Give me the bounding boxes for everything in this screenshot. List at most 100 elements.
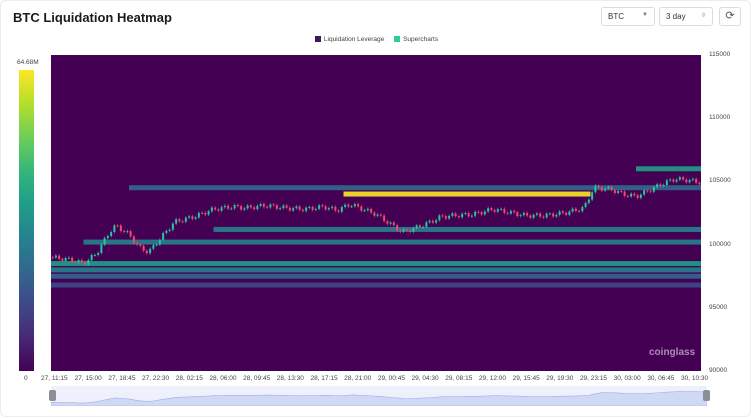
liquidation-band — [51, 267, 701, 273]
candle — [93, 254, 96, 256]
candle — [77, 260, 80, 263]
candle — [269, 204, 272, 208]
candle — [392, 222, 395, 226]
legend-item-liquidation[interactable]: Liquidation Leverage — [314, 36, 386, 43]
candle — [236, 204, 239, 207]
page-title: BTC Liquidation Heatmap — [13, 10, 172, 25]
candle — [461, 213, 464, 218]
candle — [649, 191, 652, 193]
candle — [171, 223, 174, 230]
x-tick-label: 27, 15:00 — [74, 375, 102, 382]
candle — [672, 179, 675, 182]
candle — [409, 230, 412, 232]
candle — [220, 207, 223, 211]
candle — [535, 213, 538, 215]
x-tick-label: 30, 10:30 — [681, 375, 709, 382]
candle — [337, 210, 340, 212]
candle — [168, 229, 171, 231]
candle — [610, 186, 613, 191]
candle — [230, 208, 233, 210]
candle — [626, 195, 629, 197]
candle — [464, 213, 467, 215]
candle — [506, 212, 509, 214]
candle — [594, 185, 597, 193]
candle — [691, 178, 694, 181]
refresh-button[interactable]: ⟳ — [719, 7, 741, 26]
candle — [682, 177, 685, 180]
candle — [314, 208, 317, 210]
liquidation-band — [343, 191, 591, 197]
candle — [665, 180, 668, 185]
candle — [90, 254, 93, 261]
candle — [282, 205, 285, 209]
candle — [51, 257, 54, 259]
candle — [191, 216, 194, 219]
candle — [678, 177, 681, 180]
candle — [106, 235, 109, 239]
candle — [493, 210, 496, 212]
y-tick-label: 110000 — [709, 114, 731, 122]
candle — [80, 260, 83, 263]
y-tick-label: 115000 — [709, 51, 731, 58]
candle — [539, 213, 542, 217]
candle — [210, 207, 213, 212]
candle — [350, 206, 353, 208]
symbol-select[interactable]: BTC ▼ — [601, 7, 655, 26]
candle — [695, 178, 698, 183]
liquidation-band — [129, 185, 701, 191]
y-tick-label: 90000 — [709, 367, 728, 374]
range-navigator[interactable] — [50, 386, 708, 407]
candle — [158, 239, 161, 245]
candle — [292, 208, 295, 211]
candle — [155, 244, 158, 246]
candle — [444, 216, 447, 219]
candle — [126, 231, 129, 233]
candle — [353, 204, 356, 207]
candle — [542, 216, 545, 218]
candle — [240, 206, 243, 210]
range-value: 3 day — [666, 12, 686, 21]
range-select[interactable]: 3 day ⇳ — [659, 7, 713, 26]
candle — [448, 215, 451, 219]
candle — [201, 212, 204, 214]
candle — [685, 179, 688, 183]
updown-icon: ⇳ — [700, 13, 706, 19]
y-tick-label: 105000 — [709, 177, 731, 185]
navigator-left-handle[interactable] — [49, 390, 56, 401]
candle — [357, 204, 360, 207]
legend-label: Liquidation Leverage — [323, 36, 385, 43]
candle — [363, 210, 366, 212]
candle — [662, 184, 665, 187]
candle — [422, 226, 425, 228]
candle — [652, 187, 655, 192]
candle — [139, 244, 142, 246]
x-tick-label: 28, 02:15 — [175, 375, 203, 382]
heatmap-plot-area[interactable] — [51, 55, 701, 371]
candle — [454, 213, 457, 217]
navigator-right-handle[interactable] — [703, 390, 710, 401]
candle — [58, 255, 61, 259]
x-tick-label: 29, 12:00 — [478, 375, 506, 382]
candle — [344, 204, 347, 208]
x-tick-label: 27, 11:15 — [41, 375, 68, 382]
candle — [249, 205, 252, 208]
candle — [259, 203, 262, 206]
refresh-icon: ⟳ — [725, 10, 735, 22]
candle — [561, 211, 564, 213]
candle — [298, 206, 301, 210]
candle — [623, 191, 626, 196]
symbol-value: BTC — [608, 12, 624, 21]
candle — [490, 208, 493, 211]
candle — [84, 262, 87, 265]
chevron-down-icon: ▼ — [642, 12, 648, 18]
candle — [496, 209, 499, 212]
liquidation-band — [83, 239, 701, 245]
candle — [412, 228, 415, 232]
candle — [233, 204, 236, 209]
candle — [509, 210, 512, 214]
x-tick-label: 28, 06:00 — [209, 375, 237, 382]
legend-item-supercharts[interactable]: Supercharts — [394, 36, 438, 43]
candle — [451, 213, 454, 216]
navigator-area — [50, 391, 708, 407]
